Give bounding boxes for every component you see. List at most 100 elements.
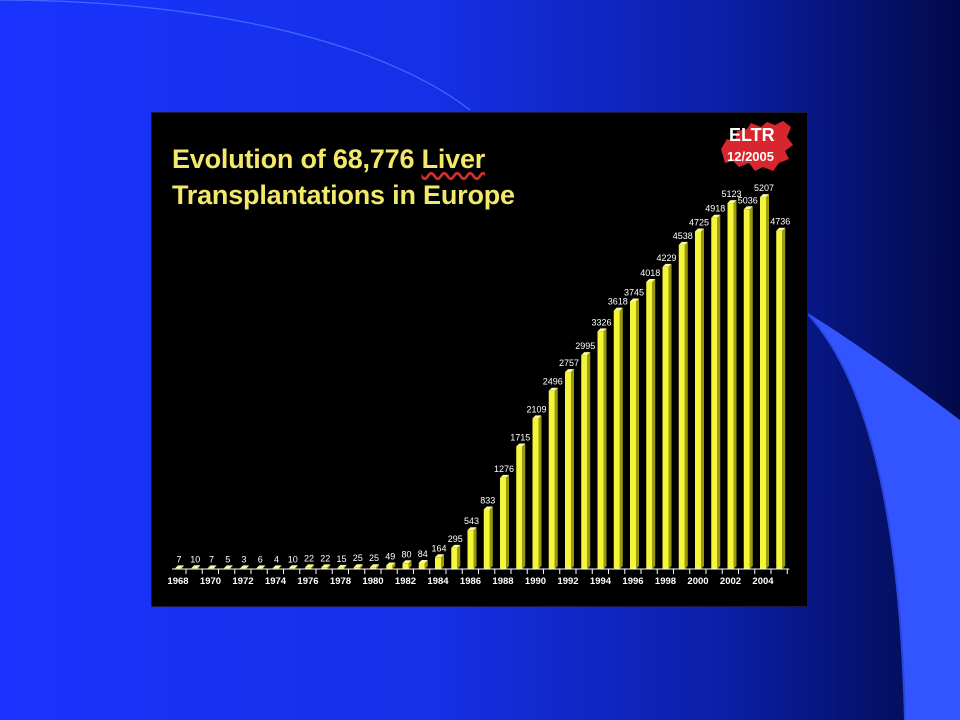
bar-side bbox=[457, 544, 461, 569]
data-label: 1715 bbox=[510, 433, 530, 443]
bar-top bbox=[630, 298, 639, 302]
bar-top bbox=[695, 228, 704, 232]
bar bbox=[451, 547, 458, 569]
bar-side bbox=[668, 263, 672, 569]
x-tick-label: 1984 bbox=[427, 576, 449, 587]
bar bbox=[402, 563, 409, 569]
bar-top bbox=[207, 565, 217, 569]
data-label: 5 bbox=[225, 554, 230, 564]
bar-top bbox=[516, 443, 526, 447]
bar bbox=[695, 231, 701, 569]
data-label: 543 bbox=[464, 516, 479, 526]
bar-side bbox=[701, 228, 704, 569]
data-label: 3326 bbox=[591, 317, 611, 327]
data-label: 22 bbox=[304, 553, 314, 563]
bar bbox=[565, 372, 571, 569]
bar-top bbox=[646, 279, 656, 282]
bar-top bbox=[711, 214, 721, 218]
bar-side bbox=[441, 554, 444, 569]
bar bbox=[646, 282, 653, 569]
bar-top bbox=[175, 565, 184, 569]
bar-top bbox=[386, 562, 396, 566]
bar bbox=[743, 209, 750, 569]
x-tick-label: 1990 bbox=[525, 576, 546, 587]
bar-top bbox=[370, 564, 379, 568]
data-label: 3 bbox=[241, 554, 246, 564]
data-label: 833 bbox=[480, 496, 495, 506]
bar-top bbox=[613, 307, 623, 311]
bar-side bbox=[571, 369, 574, 569]
bar-top bbox=[435, 554, 444, 558]
data-label: 2757 bbox=[559, 358, 579, 368]
bar-top bbox=[743, 206, 753, 210]
bar-top bbox=[760, 194, 769, 198]
bar bbox=[337, 567, 344, 569]
bar-side bbox=[246, 565, 249, 569]
bar bbox=[678, 244, 685, 569]
x-tick-label: 1988 bbox=[492, 576, 513, 587]
bar-top bbox=[727, 200, 737, 204]
bar-side bbox=[213, 565, 217, 569]
bar-top bbox=[467, 527, 477, 531]
bar bbox=[305, 567, 311, 569]
bar-side bbox=[311, 564, 314, 569]
data-label: 4229 bbox=[656, 253, 676, 263]
x-tick-label: 1998 bbox=[655, 576, 676, 587]
background-wedge bbox=[806, 312, 960, 720]
data-label: 3745 bbox=[624, 288, 644, 298]
title-liver-word: Liver bbox=[421, 144, 486, 174]
bar-side bbox=[408, 560, 412, 569]
bar-side bbox=[684, 241, 688, 569]
bar-side bbox=[294, 565, 298, 569]
bar-top bbox=[451, 544, 461, 548]
data-label: 4736 bbox=[770, 217, 790, 227]
badge-date-label: 12/2005 bbox=[727, 149, 774, 164]
x-tick-label: 1968 bbox=[167, 576, 188, 587]
bar-top bbox=[272, 565, 282, 569]
data-label: 7 bbox=[209, 554, 214, 564]
bar-side bbox=[636, 298, 639, 569]
data-label: 2109 bbox=[526, 404, 546, 414]
bar-side bbox=[603, 328, 607, 569]
bar-side bbox=[278, 565, 282, 569]
bar-side bbox=[376, 564, 379, 569]
bar-top bbox=[662, 263, 672, 267]
bar-side bbox=[652, 279, 656, 569]
bar bbox=[353, 567, 360, 569]
bar-top bbox=[483, 506, 493, 510]
bar bbox=[630, 301, 636, 569]
bar-side bbox=[717, 214, 721, 569]
bar-top bbox=[532, 415, 542, 419]
bar bbox=[613, 310, 620, 569]
data-label: 10 bbox=[288, 554, 298, 564]
bar-top bbox=[402, 560, 412, 564]
bar-top bbox=[337, 564, 347, 568]
bar bbox=[500, 477, 506, 569]
bar-top bbox=[223, 565, 233, 569]
chart-image: 7 10 7 5 3 6 4 10 22 22 15 25 25 49 80 84 164 295 543 833 12… bbox=[152, 113, 807, 606]
x-tick-label: 1970 bbox=[200, 576, 221, 587]
data-label: 5123 bbox=[721, 189, 741, 199]
x-tick-label: 2002 bbox=[720, 576, 741, 587]
bar bbox=[581, 355, 588, 569]
data-label: 2995 bbox=[575, 341, 595, 351]
background-wedge-edge bbox=[805, 311, 906, 720]
x-tick-label: 1978 bbox=[330, 576, 351, 587]
badge-eltr-label: ELTR bbox=[729, 125, 775, 145]
bar bbox=[711, 217, 718, 569]
bar-side bbox=[538, 415, 542, 569]
bar bbox=[662, 266, 669, 569]
bar bbox=[418, 563, 425, 569]
bar bbox=[597, 331, 604, 569]
data-label: 4538 bbox=[673, 231, 693, 241]
x-tick-label: 1996 bbox=[622, 576, 643, 587]
bar-side bbox=[749, 206, 753, 569]
bar-top bbox=[256, 565, 266, 569]
bar-side bbox=[733, 200, 737, 570]
data-label: 10 bbox=[190, 554, 200, 564]
bar-top bbox=[288, 565, 298, 569]
data-label: 25 bbox=[369, 553, 379, 563]
x-tick-label: 1994 bbox=[590, 576, 612, 587]
bar-side bbox=[554, 387, 558, 569]
